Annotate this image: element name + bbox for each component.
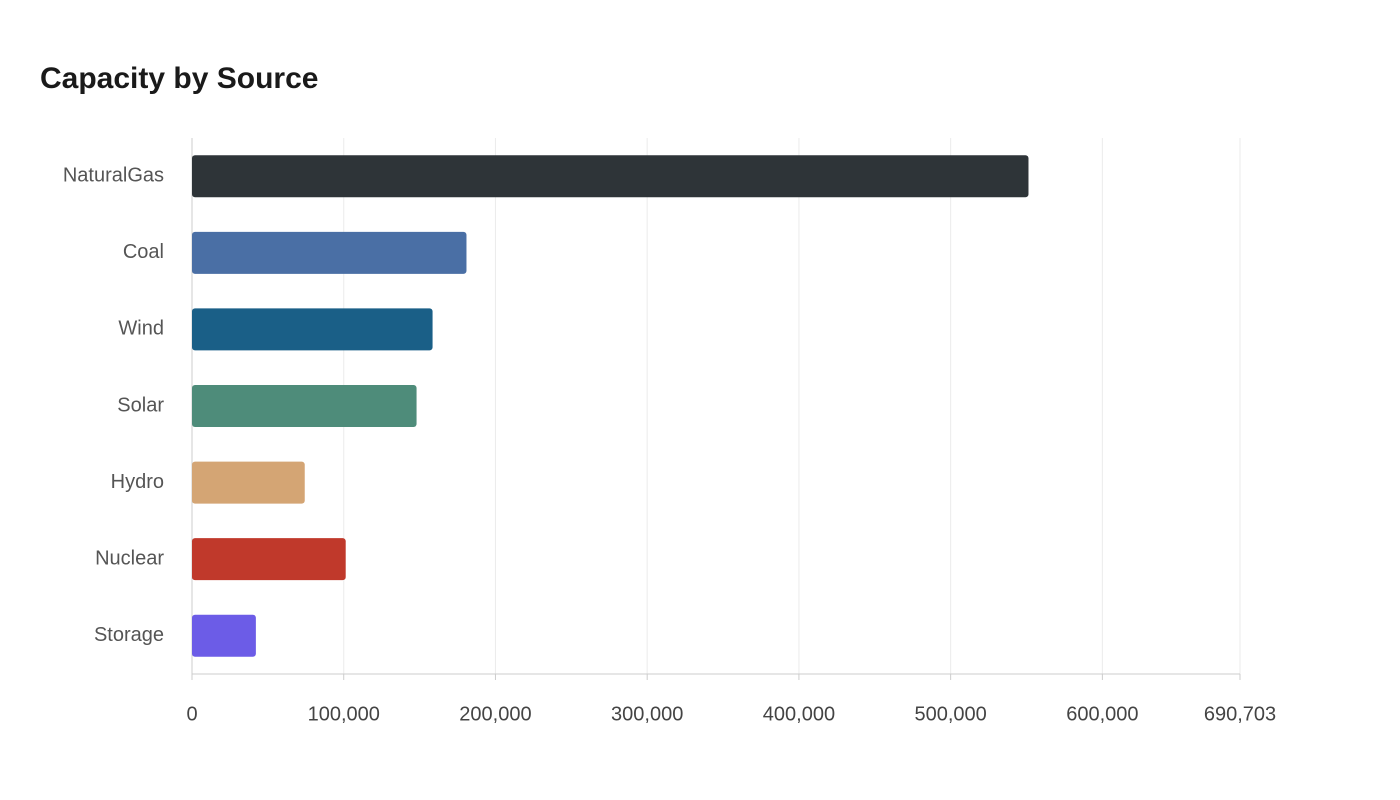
x-tick-label: 300,000 [611,703,683,725]
bar [192,308,433,351]
bar [192,461,305,504]
y-tick-label: Nuclear [95,547,164,569]
y-tick-label: Solar [117,394,164,416]
y-tick-label: Coal [123,241,164,263]
bar [192,385,417,427]
y-tick-label: NaturalGas [63,165,164,187]
y-tick-label: Hydro [111,471,164,493]
bar [192,155,1029,198]
chart-title: Capacity by Source [40,62,318,95]
bar [192,614,256,657]
bar [192,538,346,581]
bar [192,231,467,274]
x-tick-label: 600,000 [1066,703,1138,725]
x-tick-label: 0 [186,703,197,725]
y-tick-label: Wind [118,318,164,340]
x-tick-label: 690,703 [1204,703,1276,725]
y-tick-label: Storage [94,624,164,646]
x-tick-label: 400,000 [763,703,835,725]
x-tick-label: 500,000 [914,703,986,725]
x-tick-label: 100,000 [308,703,380,725]
x-tick-label: 200,000 [459,703,531,725]
